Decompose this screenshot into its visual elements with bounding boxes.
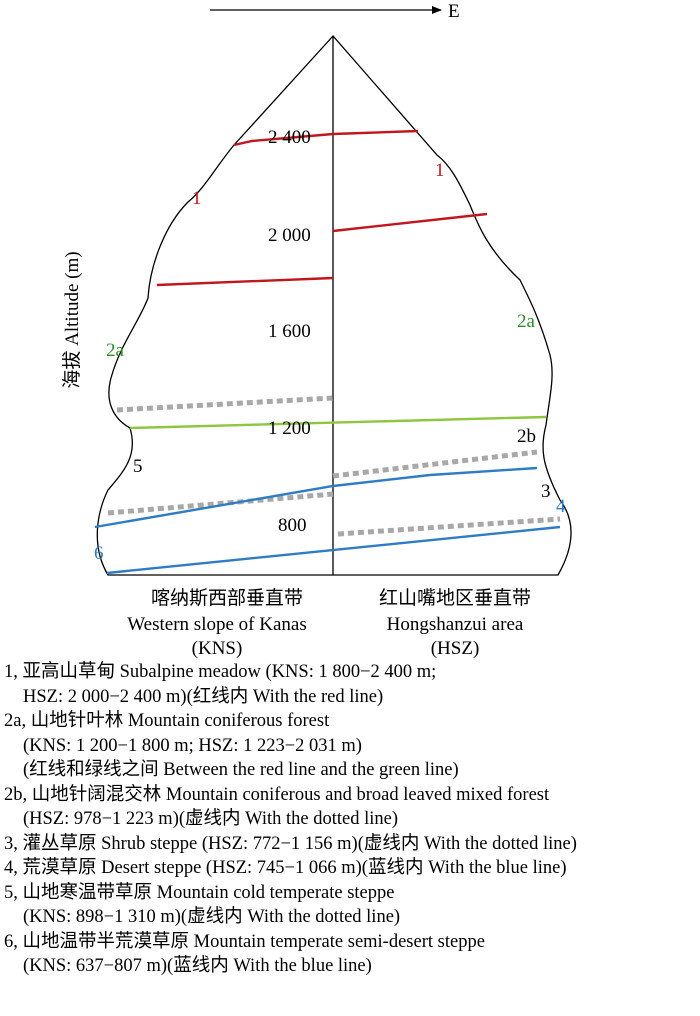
east-caption-abbr: (HSZ) bbox=[431, 638, 480, 659]
legend: 1, 亚高山草甸 Subalpine meadow (KNS: 1 800−2 … bbox=[4, 660, 696, 979]
red-line-upper bbox=[233, 129, 419, 147]
dotted-line-east-upper bbox=[332, 449, 538, 479]
legend-6-line-2: (KNS: 637−807 m)(蓝线内 With the blue line) bbox=[23, 956, 372, 976]
legend-2a-line-2: (KNS: 1 200−1 800 m; HSZ: 1 223−2 031 m) bbox=[23, 735, 362, 756]
dotted-line-west-upper bbox=[116, 395, 334, 413]
legend-2a-line-3: (红线和绿线之间 Between the red line and the gr… bbox=[23, 760, 459, 780]
legend-2b-line-2: (HSZ: 978−1 223 m)(虚线内 With the dotted l… bbox=[23, 809, 399, 829]
mountain-outline bbox=[96, 35, 572, 576]
legend-4: 4, 荒漠草原 Desert steppe (HSZ: 745−1 066 m)… bbox=[4, 858, 567, 878]
dotted-line-west-lower bbox=[107, 491, 334, 516]
zone-label-west-2a: 2a bbox=[106, 340, 125, 361]
zone-label-east-3: 3 bbox=[541, 481, 551, 502]
zone-label-east-1: 1 bbox=[435, 160, 445, 181]
legend-6-line-1: 6, 山地温带半荒漠草原 Mountain temperate semi-des… bbox=[4, 931, 485, 952]
red-line-east-lower bbox=[332, 212, 488, 233]
west-caption-abbr: (KNS) bbox=[192, 638, 243, 659]
zone-label-east-2a: 2a bbox=[517, 311, 536, 332]
west-caption-zh: 喀纳斯西部垂直带 bbox=[151, 587, 303, 609]
zone-label-west-6: 6 bbox=[94, 543, 104, 564]
altitude-axis-label: 海拔 Altitude (m) bbox=[61, 251, 83, 388]
legend-1-line-1: 1, 亚高山草甸 Subalpine meadow (KNS: 1 800−2 … bbox=[4, 662, 437, 682]
zone-label-west-1: 1 bbox=[192, 188, 202, 209]
legend-5-line-1: 5, 山地寒温带草原 Mountain cold temperate stepp… bbox=[4, 882, 395, 903]
dotted-line-east-lower bbox=[337, 516, 561, 537]
zone-label-east-2b: 2b bbox=[517, 426, 536, 447]
blue-line-upper bbox=[94, 466, 538, 529]
tick-1600: 1 600 bbox=[268, 321, 311, 342]
legend-2b-line-1: 2b, 山地针阔混交林 Mountain coniferous and broa… bbox=[4, 784, 550, 805]
west-caption-en: Western slope of Kanas bbox=[127, 614, 306, 635]
east-caption-en: Hongshanzui area bbox=[387, 614, 524, 635]
blue-line-lower bbox=[106, 525, 561, 575]
tick-2400: 2 400 bbox=[268, 127, 311, 148]
legend-5-line-2: (KNS: 898−1 310 m)(虚线内 With the dotted l… bbox=[23, 907, 401, 927]
legend-1-line-2: HSZ: 2 000−2 400 m)(红线内 With the red lin… bbox=[23, 686, 384, 707]
tick-1200: 1 200 bbox=[268, 418, 311, 439]
tick-2000: 2 000 bbox=[268, 225, 311, 246]
zone-label-west-5: 5 bbox=[133, 456, 143, 477]
legend-2a-line-1: 2a, 山地针叶林 Mountain coniferous forest bbox=[4, 711, 330, 731]
zone-label-east-4: 4 bbox=[556, 496, 566, 517]
green-line bbox=[129, 415, 547, 430]
legend-3: 3, 灌丛草原 Shrub steppe (HSZ: 772−1 156 m)(… bbox=[4, 833, 577, 854]
east-label: E bbox=[448, 1, 460, 22]
tick-800: 800 bbox=[278, 515, 307, 536]
east-caption-zh: 红山嘴地区垂直带 bbox=[379, 587, 531, 609]
red-line-west-lower bbox=[156, 276, 334, 287]
